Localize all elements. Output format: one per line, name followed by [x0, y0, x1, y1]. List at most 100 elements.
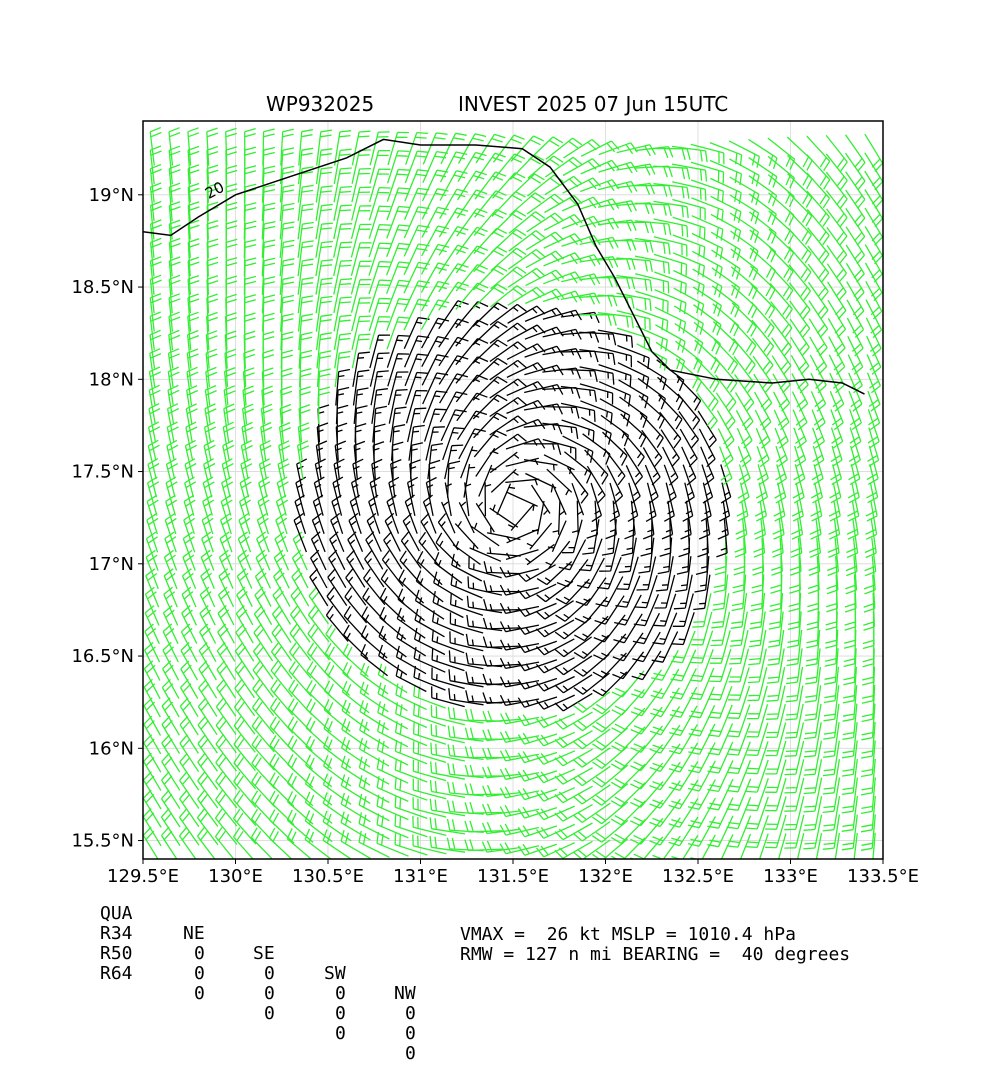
- wind-barb: [489, 359, 527, 381]
- wind-barb: [322, 792, 352, 824]
- cell-sw: 0: [335, 983, 346, 1004]
- wind-barb: [635, 308, 669, 333]
- wind-barb: [796, 833, 805, 859]
- plot-area: 20 129.5°E 130°E 130.5°E 131°E 131.5°E 132°E 1…: [71, 120, 919, 887]
- wind-barb: [517, 677, 558, 690]
- wind-barb: [535, 600, 574, 620]
- wind-barb: [729, 158, 760, 187]
- wind-barb: [671, 630, 696, 664]
- wind-barb: [635, 273, 670, 294]
- wind-barb: [431, 629, 465, 654]
- wind-barb: [342, 643, 369, 678]
- wind-barb: [573, 634, 610, 659]
- wind-barb: [655, 324, 686, 353]
- wind-barb: [789, 300, 811, 338]
- wind-barb: [421, 317, 450, 349]
- wind-barb: [845, 556, 858, 595]
- wind-barb: [262, 128, 275, 166]
- wind-barb: [279, 258, 295, 295]
- wind-barb: [160, 789, 181, 828]
- wind-barb: [215, 716, 237, 754]
- wind-barb: [395, 683, 427, 711]
- wind-barb: [765, 796, 787, 830]
- wind-barb: [455, 338, 489, 366]
- wind-barb: [675, 556, 692, 593]
- wind-barb: [221, 458, 234, 498]
- wind-barb: [573, 765, 611, 787]
- wind-barb: [464, 783, 503, 796]
- wind-barb: [825, 153, 848, 191]
- wind-barb: [457, 133, 487, 164]
- wind-barb: [352, 351, 370, 387]
- wind-barb: [350, 205, 372, 240]
- wind-barb: [370, 370, 389, 406]
- wind-barb: [517, 583, 557, 600]
- wind-barb: [707, 815, 734, 848]
- wind-barb: [619, 396, 648, 428]
- wind-barb: [358, 737, 390, 767]
- wind-barb: [543, 252, 583, 267]
- wind-barb: [278, 440, 291, 480]
- wind-barb: [828, 336, 846, 375]
- wind-barb: [805, 629, 821, 667]
- wind-barb: [225, 127, 237, 166]
- wind-barb: [830, 427, 843, 467]
- cell-ne: 0: [194, 943, 205, 964]
- wind-barb: [420, 262, 450, 293]
- wind-barb: [717, 500, 729, 540]
- wind-barb: [770, 301, 793, 338]
- wind-barb: [865, 317, 882, 357]
- wind-barb: [807, 263, 829, 301]
- cell-se: 0: [264, 983, 275, 1004]
- wind-barb: [315, 314, 333, 351]
- wind-barb: [810, 391, 826, 431]
- wind-barb: [752, 537, 765, 576]
- wind-barb: [307, 605, 330, 643]
- wind-barb: [672, 234, 706, 259]
- radii-header-row: QUA NE SE SW NW: [100, 884, 416, 1024]
- wind-barb: [386, 298, 411, 331]
- wind-barb: [261, 220, 276, 258]
- wind-barb: [574, 596, 608, 624]
- wind-barb: [517, 714, 558, 727]
- wind-barb: [315, 185, 333, 221]
- wind-barb: [866, 335, 882, 375]
- wind-barb: [439, 391, 468, 423]
- wind-barb: [555, 598, 591, 622]
- wind-barb: [298, 129, 314, 166]
- wind-barb: [351, 130, 371, 166]
- wind-barb: [733, 537, 746, 576]
- wind-barb: [315, 222, 333, 258]
- wind-barb: [499, 823, 539, 836]
- wind-barb: [554, 674, 593, 694]
- wind-barb: [251, 716, 275, 753]
- wind-barb: [383, 531, 403, 570]
- wind-barb: [579, 217, 619, 230]
- wind-barb: [573, 747, 611, 768]
- wind-barb: [390, 424, 406, 461]
- wind-barb: [297, 166, 314, 203]
- wind-barb: [517, 640, 558, 654]
- wind-barb: [463, 463, 476, 498]
- wind-barb: [386, 187, 410, 221]
- wind-barb: [279, 202, 295, 240]
- wind-barb: [573, 784, 611, 805]
- wind-barb: [655, 341, 686, 372]
- wind-barb: [405, 389, 428, 424]
- wind-barb: [326, 586, 349, 624]
- wind-barb: [751, 337, 774, 375]
- wind-barb: [571, 500, 579, 535]
- wind-barb: [687, 760, 716, 792]
- wind-barb: [144, 623, 161, 663]
- wind-barb: [358, 775, 390, 804]
- wind-barb: [279, 147, 295, 185]
- wind-barb: [804, 685, 822, 722]
- wind-barb: [634, 255, 670, 275]
- wind-barb: [484, 482, 492, 517]
- wind-barb: [786, 648, 803, 685]
- wind-barb: [636, 556, 657, 591]
- wind-barb: [455, 319, 489, 347]
- wind-barb: [731, 574, 747, 612]
- wind-barb: [791, 391, 808, 431]
- wind-barb: [334, 350, 351, 388]
